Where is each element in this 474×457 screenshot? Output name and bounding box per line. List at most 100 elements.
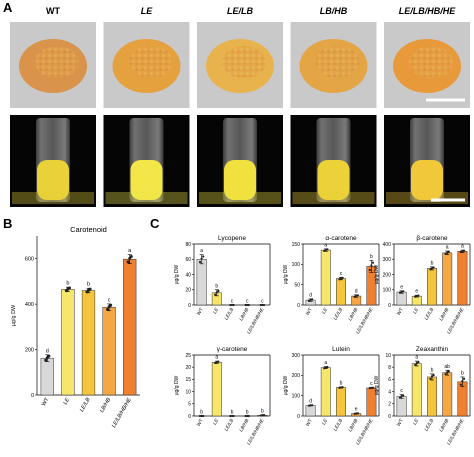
data-point bbox=[356, 412, 359, 415]
data-point bbox=[368, 268, 371, 272]
significance-letter: c bbox=[261, 299, 264, 305]
significance-letter: e bbox=[415, 289, 418, 295]
chart-title: Carotenoid bbox=[70, 225, 107, 234]
data-point bbox=[417, 360, 420, 364]
data-point bbox=[215, 291, 218, 294]
data-point bbox=[106, 307, 109, 311]
chart-3: β-carotene 0 100 200 300 400 µg/g DW e WT e LE b LE/… bbox=[374, 235, 471, 335]
significance-letter: b bbox=[87, 282, 90, 288]
y-tick-label: 50 bbox=[294, 282, 300, 288]
significance-letter: d bbox=[309, 399, 312, 405]
y-tick-label: 400 bbox=[25, 302, 34, 308]
x-tick-label: LB/HB bbox=[438, 306, 451, 322]
tube-reflection bbox=[386, 192, 468, 204]
data-point bbox=[402, 290, 405, 293]
data-point bbox=[462, 377, 466, 381]
x-tick-label: LE bbox=[212, 306, 221, 315]
significance-letter: b bbox=[200, 410, 203, 416]
data-point bbox=[44, 358, 48, 362]
data-point bbox=[311, 404, 314, 407]
data-point bbox=[262, 303, 266, 307]
significance-letter: b bbox=[340, 380, 343, 386]
significance-letter: c bbox=[340, 271, 343, 277]
powder-texture bbox=[222, 46, 266, 78]
data-point bbox=[444, 252, 447, 256]
chart-title: γ-carotene bbox=[217, 346, 248, 353]
y-tick-label: 2 bbox=[388, 402, 391, 408]
y-tick-label: 0 bbox=[188, 303, 191, 309]
significance-letter: b bbox=[431, 260, 434, 266]
bar bbox=[61, 289, 75, 396]
data-point bbox=[432, 374, 435, 377]
significance-letter: b bbox=[431, 367, 434, 373]
data-point bbox=[200, 414, 203, 418]
data-point bbox=[244, 414, 247, 418]
data-point bbox=[229, 414, 232, 418]
data-point bbox=[338, 278, 341, 281]
data-point bbox=[202, 255, 205, 258]
tube-reflection bbox=[199, 192, 281, 204]
data-point bbox=[341, 386, 344, 389]
tube-reflection bbox=[292, 192, 375, 204]
y-tick-label: 400 bbox=[383, 242, 392, 248]
chart-title: Lycopene bbox=[218, 235, 246, 242]
data-point bbox=[247, 303, 250, 307]
chart-title: Lutein bbox=[332, 346, 350, 353]
x-tick-label: LE bbox=[63, 397, 72, 406]
data-point bbox=[217, 289, 220, 293]
chart-6: Zeaxanthin 0 2 4 6 8 10 µg/g DW c WT a LE b LE/LB ab LB… bbox=[374, 346, 471, 446]
x-tick-label: LE bbox=[321, 417, 330, 426]
x-tick-label: LE bbox=[321, 306, 330, 315]
panel-label-a: A bbox=[3, 0, 13, 15]
significance-letter: c bbox=[231, 299, 234, 305]
x-tick-label: LE bbox=[412, 306, 421, 315]
tube-liquid bbox=[37, 160, 69, 200]
significance-letter: b bbox=[370, 254, 373, 260]
data-point bbox=[459, 250, 462, 254]
photo-header: WT bbox=[46, 6, 60, 16]
data-point bbox=[429, 268, 432, 271]
y-tick-label: 4 bbox=[388, 389, 391, 395]
data-point bbox=[446, 371, 449, 374]
x-tick-label: LB/HB bbox=[238, 306, 251, 322]
y-axis-label: µg/g DW bbox=[374, 264, 380, 284]
data-point bbox=[311, 298, 314, 301]
significance-letter: b bbox=[461, 370, 464, 376]
bar bbox=[305, 405, 316, 417]
data-point bbox=[200, 257, 203, 260]
y-tick-label: 80 bbox=[185, 242, 191, 248]
data-point bbox=[447, 370, 450, 373]
y-axis-label: µg/g DW bbox=[374, 375, 380, 395]
data-point bbox=[370, 386, 373, 389]
y-tick-label: 20 bbox=[185, 288, 191, 294]
significance-letter: a bbox=[461, 244, 464, 250]
chart-2: α-carotene 0 50 100 150 µg/g DW d WT a LE c LE/LB d L… bbox=[283, 235, 380, 335]
y-tick-label: 0 bbox=[31, 393, 34, 399]
significance-letter: a bbox=[324, 242, 327, 248]
data-point bbox=[326, 365, 329, 369]
photo-header: LB/HB bbox=[320, 6, 348, 16]
data-point bbox=[461, 380, 464, 383]
y-axis-label: µg/g DW bbox=[174, 375, 180, 395]
data-point bbox=[326, 248, 329, 251]
significance-letter: e bbox=[355, 407, 358, 413]
panel-a-photos: WT LE LE/LB LB/HB LE/LB/HB/HE bbox=[10, 6, 470, 207]
y-tick-label: 100 bbox=[292, 262, 301, 268]
data-point bbox=[126, 260, 130, 264]
bar bbox=[411, 295, 422, 306]
chart-title: α-carotene bbox=[325, 235, 357, 242]
significance-letter: a bbox=[415, 355, 418, 361]
data-point bbox=[398, 291, 402, 294]
bar bbox=[457, 251, 468, 306]
significance-letter: d bbox=[309, 292, 312, 298]
significance-letter: a bbox=[200, 248, 203, 254]
powder-texture bbox=[128, 46, 173, 78]
data-point bbox=[214, 361, 217, 365]
data-point bbox=[88, 287, 92, 291]
y-tick-label: 10 bbox=[185, 389, 191, 395]
data-point bbox=[198, 414, 202, 418]
data-point bbox=[415, 362, 418, 365]
y-tick-label: 100 bbox=[292, 393, 301, 399]
